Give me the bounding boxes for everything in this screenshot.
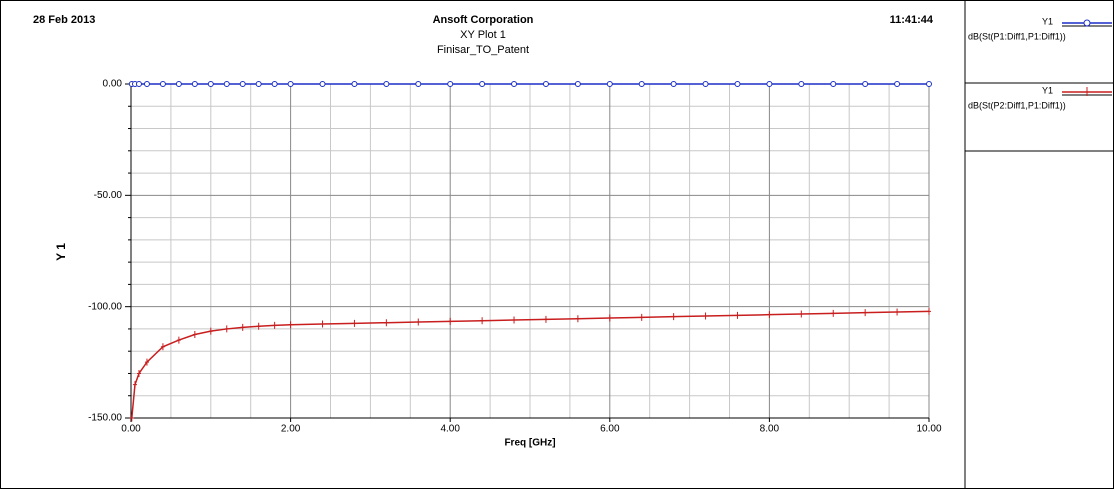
marker [320,320,325,328]
marker [542,81,549,87]
marker [894,81,901,87]
x-tick-label: 4.00 [440,424,460,435]
marker [574,81,581,87]
marker [448,317,453,325]
marker [862,81,869,87]
legend-label: dB(St(P2:Diff1,P1:Diff1)) [968,100,1066,110]
marker [136,369,141,377]
marker [511,81,518,87]
marker [831,309,836,317]
marker [512,316,517,324]
marker [384,319,389,327]
company: Ansoft Corporation [433,14,534,26]
date: 28 Feb 2013 [33,14,95,26]
marker [176,336,181,344]
marker [670,81,677,87]
marker [319,81,326,87]
marker [639,313,644,321]
marker [256,322,261,330]
marker [480,317,485,325]
marker [479,81,486,87]
chart-title: XY Plot 1 [460,29,506,41]
marker [207,81,214,87]
x-tick-label: 2.00 [281,424,301,435]
x-tick-label: 8.00 [760,424,780,435]
marker [383,81,390,87]
legend-marker [1083,19,1091,27]
marker [160,343,165,351]
marker [702,81,709,87]
marker [447,81,454,87]
legend-axis: Y1 [1042,85,1053,95]
x-tick-label: 6.00 [600,424,620,435]
marker [543,315,548,323]
chart-subtitle: Finisar_TO_Patent [437,44,529,56]
y-tick-label: -100.00 [88,301,122,312]
marker [895,308,900,316]
x-tick-label: 0.00 [121,424,141,435]
marker [208,327,213,335]
marker [703,312,708,320]
marker [288,321,293,329]
marker [766,81,773,87]
marker [415,81,422,87]
marker [192,331,197,338]
marker [255,81,262,87]
marker [863,309,868,317]
marker [735,311,740,319]
marker [272,321,277,329]
marker [671,313,676,321]
y-axis-label: Y 1 [54,243,68,261]
marker [799,310,804,318]
x-axis-label: Freq [GHz] [504,438,555,449]
time: 11:41:44 [890,14,934,26]
marker [143,81,150,87]
y-tick-label: -50.00 [94,190,123,201]
legend-axis: Y1 [1042,16,1053,26]
marker [926,81,932,87]
marker [830,81,837,87]
marker [271,81,278,87]
legend-label: dB(St(P1:Diff1,P1:Diff1)) [968,31,1066,41]
marker [144,358,149,366]
marker [129,414,134,422]
marker [175,81,182,87]
marker [351,81,358,87]
marker [927,307,931,315]
marker [352,319,357,327]
marker [575,315,580,323]
marker [287,81,294,87]
marker [223,81,230,87]
marker [734,81,741,87]
marker [224,325,229,333]
marker [638,81,645,87]
marker [135,81,142,87]
marker [798,81,805,87]
marker [159,81,166,87]
marker [416,318,421,326]
marker [191,81,198,87]
marker [767,311,772,319]
marker [132,381,137,389]
marker [607,314,612,322]
x-tick-label: 10.00 [916,424,941,435]
y-tick-label: 0.00 [103,79,123,90]
marker [239,81,246,87]
marker [606,81,613,87]
marker [240,323,245,331]
y-tick-label: -150.00 [88,413,122,424]
